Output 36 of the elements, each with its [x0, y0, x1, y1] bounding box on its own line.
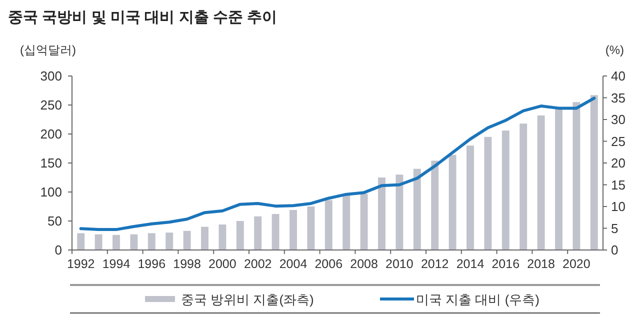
- y2-axis-title: (%): [605, 43, 624, 57]
- x-tick-label: 1996: [138, 257, 166, 271]
- x-tick-label: 2000: [208, 257, 236, 271]
- y2-tick-label: 25: [611, 134, 626, 149]
- y-tick-label: 300: [40, 68, 62, 84]
- x-tick-label: 2010: [386, 257, 414, 271]
- y2-tick-label: 35: [611, 90, 626, 106]
- y2-tick-label: 10: [611, 199, 626, 214]
- y-axis-title: (십억달러): [20, 43, 76, 57]
- y-tick-label: 100: [40, 184, 62, 200]
- x-tick-label: 2004: [279, 257, 308, 271]
- x-tick-label: 1994: [102, 257, 130, 271]
- y2-tick-label: 40: [611, 68, 626, 84]
- y2-tick-label: 15: [611, 177, 626, 192]
- x-tick-label: 2002: [244, 257, 272, 271]
- x-tick-label: 2020: [562, 257, 590, 271]
- x-tick-label: 2014: [456, 257, 484, 271]
- x-tick-label: 2018: [527, 257, 555, 271]
- x-tick-label: 1992: [66, 257, 95, 271]
- x-tick-label: 1998: [173, 257, 201, 271]
- y2-tick-label: 0: [611, 242, 618, 258]
- x-tick-label: 2016: [492, 257, 520, 271]
- y2-tick-label: 30: [611, 112, 626, 127]
- x-tick-label: 2008: [350, 257, 378, 271]
- chart-title: 중국 국방비 및 미국 대비 지출 수준 추이: [8, 9, 278, 26]
- y-tick-label: 0: [54, 242, 62, 258]
- legend-label: 미국 지출 대비 (우측): [416, 292, 540, 307]
- y2-tick-label: 20: [611, 156, 626, 170]
- y-tick-label: 150: [40, 156, 62, 170]
- y-tick-label: 50: [48, 214, 62, 228]
- legend-label: 중국 방위비 지출(좌측): [181, 292, 314, 307]
- x-tick-label: 2012: [420, 257, 449, 271]
- y-tick-label: 250: [40, 98, 62, 112]
- y-tick-label: 200: [40, 126, 62, 142]
- x-tick-label: 2006: [314, 257, 343, 271]
- y2-tick-label: 5: [611, 220, 618, 236]
